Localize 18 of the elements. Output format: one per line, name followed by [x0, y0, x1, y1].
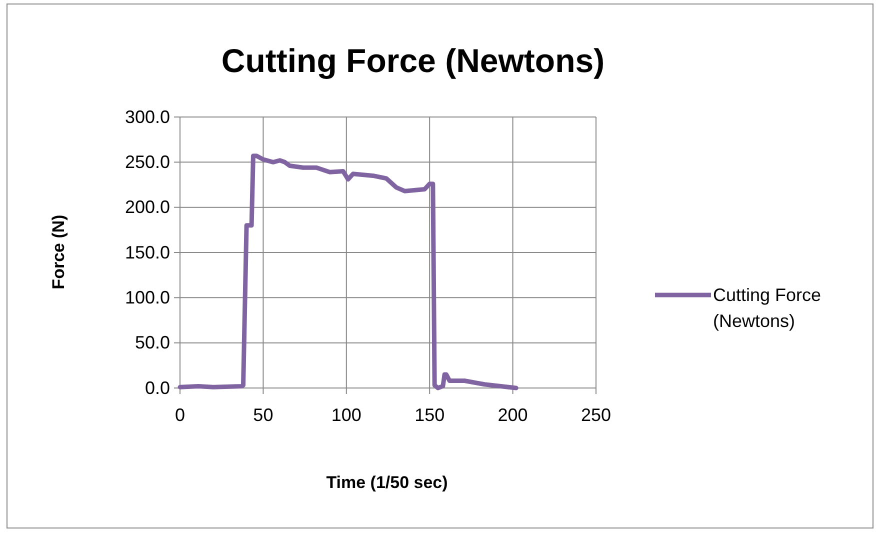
y-tick-label: 100.0 [124, 287, 170, 308]
legend-label: Cutting Force (Newtons) [713, 285, 822, 331]
x-axis-title: Time (1/50 sec) [326, 473, 448, 492]
x-tick-label: 200 [498, 404, 528, 425]
line-series [178, 154, 518, 390]
y-tick-label: 150.0 [124, 242, 170, 262]
y-tick-label: 200.0 [124, 197, 170, 218]
x-tick-label: 100 [331, 404, 362, 425]
x-tick-label: 150 [414, 404, 445, 425]
y-tick-label: 300.0 [124, 106, 170, 127]
y-tick-label: 250.0 [124, 152, 170, 172]
chart-title: Cutting Force (Newtons) [221, 42, 605, 79]
y-tick-label: 0.0 [144, 378, 170, 398]
x-tick-label: 50 [253, 404, 274, 425]
x-tick-label: 0 [174, 404, 186, 425]
y-tick-label: 50.0 [134, 332, 170, 353]
y-axis-title: Force (N) [49, 214, 68, 290]
x-tick-label: 250 [580, 404, 612, 425]
